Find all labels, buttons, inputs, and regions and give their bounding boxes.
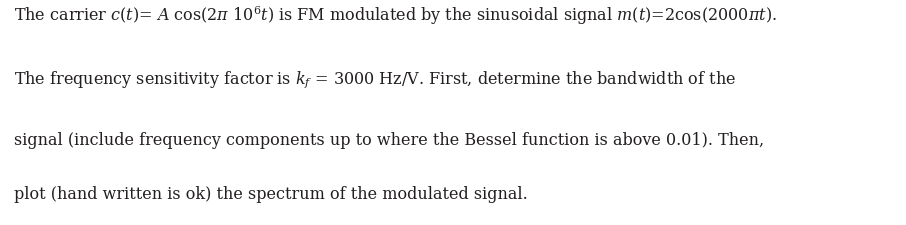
Text: plot (hand written is ok) the spectrum of the modulated signal.: plot (hand written is ok) the spectrum o… xyxy=(14,186,528,202)
Text: The frequency sensitivity factor is $k_f$ = 3000 Hz/V. First, determine the band: The frequency sensitivity factor is $k_f… xyxy=(14,69,737,90)
Text: The carrier $c(t)$= $A$ cos(2$\pi$ 10$^6$$t$) is FM modulated by the sinusoidal : The carrier $c(t)$= $A$ cos(2$\pi$ 10$^6… xyxy=(14,4,777,27)
Text: signal (include frequency components up to where the Bessel function is above 0.: signal (include frequency components up … xyxy=(14,132,765,148)
